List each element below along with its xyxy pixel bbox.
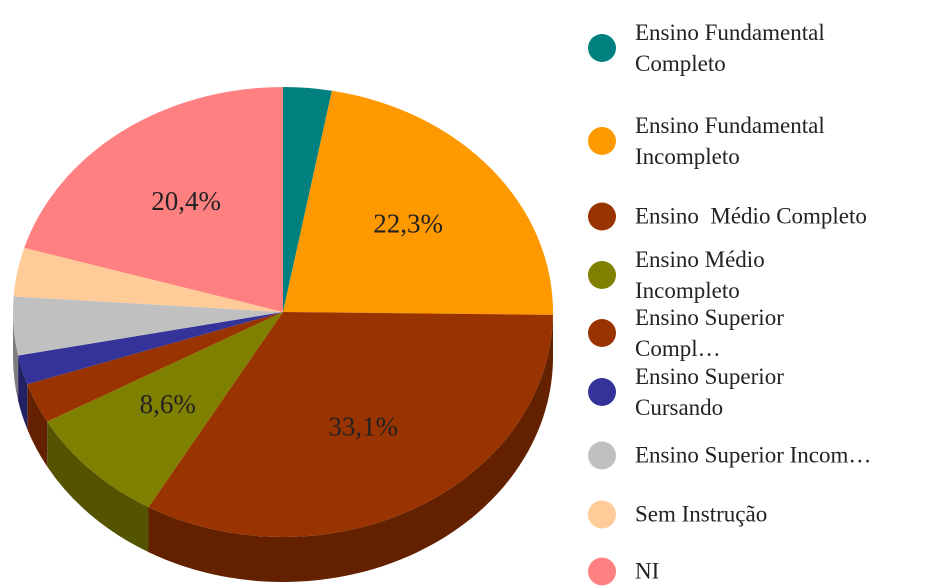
- legend-label: Ensino Superior Compl…: [635, 302, 875, 364]
- legend-label: NI: [635, 556, 875, 587]
- legend-swatch: [588, 261, 616, 289]
- legend-item: Ensino Superior Compl…: [588, 302, 875, 364]
- legend-swatch: [588, 202, 616, 230]
- legend-label: Sem Instrução: [635, 499, 875, 530]
- data-label: 20,4%: [151, 186, 221, 216]
- legend-item: Ensino Superior Cursando: [588, 361, 875, 423]
- legend-label: Ensino Médio Incompleto: [635, 244, 875, 306]
- legend-label: Ensino Fundamental Completo: [635, 17, 875, 79]
- legend-label: Ensino Fundamental Incompleto: [635, 110, 875, 172]
- legend-item: Ensino Médio Incompleto: [588, 244, 875, 306]
- data-label: 33,1%: [328, 411, 398, 441]
- legend-item: Ensino Fundamental Incompleto: [588, 110, 875, 172]
- legend-item: Ensino Superior Incom…: [588, 440, 875, 471]
- legend-label: Ensino Superior Incom…: [635, 440, 875, 471]
- data-label: 8,6%: [140, 389, 196, 419]
- legend-item: Ensino Médio Completo: [588, 201, 875, 232]
- legend-label: Ensino Superior Cursando: [635, 361, 875, 423]
- legend-swatch: [588, 319, 616, 347]
- legend-item: NI: [588, 556, 875, 587]
- legend-swatch: [588, 34, 616, 62]
- legend-swatch: [588, 127, 616, 155]
- legend-label: Ensino Médio Completo: [635, 201, 875, 232]
- legend-item: Ensino Fundamental Completo: [588, 17, 875, 79]
- chart: 22,3% 33,1% 8,6% 20,4%: [0, 0, 580, 583]
- legend-swatch: [588, 441, 616, 469]
- data-label: 22,3%: [373, 208, 443, 238]
- legend-swatch: [588, 500, 616, 528]
- legend-swatch: [588, 557, 616, 585]
- legend-swatch: [588, 378, 616, 406]
- legend-item: Sem Instrução: [588, 499, 875, 530]
